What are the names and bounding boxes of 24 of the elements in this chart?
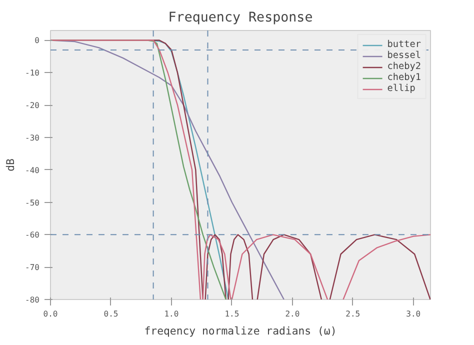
- y-tick-label: -80: [25, 296, 40, 304]
- y-tick-label: -20: [25, 101, 40, 110]
- y-axis-title: dB: [4, 158, 18, 172]
- x-tick-label: 3.0: [406, 310, 421, 318]
- legend-label: butter: [387, 39, 421, 50]
- x-tick-label: 1.0: [164, 310, 179, 318]
- legend-label: cheby2: [387, 61, 421, 72]
- x-tick-label: 2.0: [285, 310, 300, 318]
- legend-label: bessel: [387, 50, 421, 61]
- x-axis-title: freqency normalize radians (ω): [144, 324, 337, 338]
- x-tick-label: 0.0: [43, 310, 58, 318]
- y-tick-label: -60: [25, 230, 40, 240]
- x-tick-label: 2.5: [346, 310, 360, 318]
- y-tick-label: 0: [34, 36, 40, 46]
- y-tick-label: -30: [25, 133, 40, 142]
- y-tick-label: -70: [25, 263, 40, 272]
- chart-title: Frequency Response: [168, 10, 313, 26]
- y-tick-label: -10: [25, 68, 40, 78]
- x-tick-label: 1.5: [224, 310, 240, 318]
- y-tick-label: -50: [25, 198, 40, 208]
- legend-label: cheby1: [387, 72, 421, 83]
- legend-label: ellip: [387, 83, 416, 94]
- x-tick-label: 0.5: [104, 310, 118, 318]
- y-tick-label: -40: [25, 166, 40, 175]
